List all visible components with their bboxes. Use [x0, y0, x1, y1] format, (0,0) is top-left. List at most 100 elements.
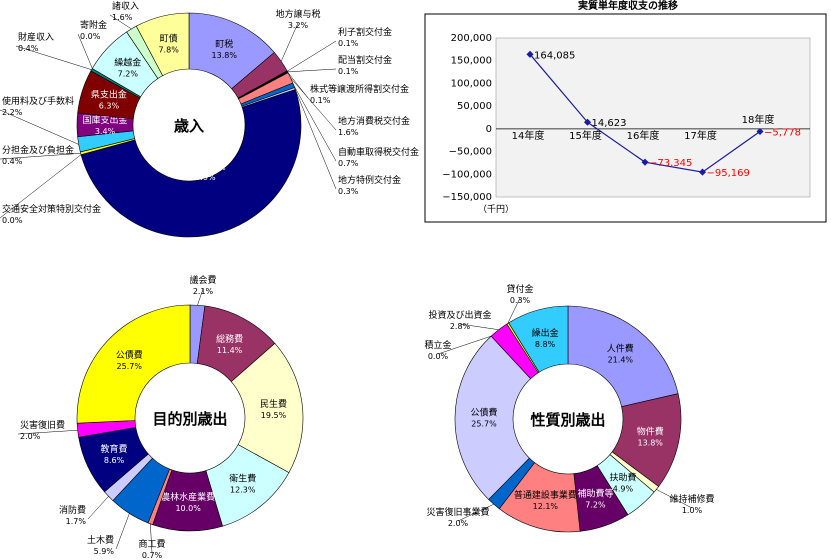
donut-center-title: 歳入	[174, 117, 204, 135]
y-tick-label: −150,000	[442, 192, 492, 203]
slice-value: 2.0%	[20, 432, 41, 441]
slice-value: 0.1%	[338, 39, 359, 48]
slice-label: 交通安全対策特別交付金	[2, 203, 101, 215]
slice-value: 1.7%	[66, 517, 87, 526]
leader-line	[280, 22, 299, 62]
slice-label: 消防費	[59, 504, 86, 516]
y-tick-label: 150,000	[451, 56, 492, 67]
leader-line	[150, 523, 153, 554]
slice-value: 7.2%	[118, 69, 139, 78]
slice-value: 2.8%	[450, 322, 471, 331]
slice-label: 補助費等	[577, 487, 613, 499]
slice-value: 50.9%	[190, 173, 216, 182]
slice-value: 0.0%	[80, 32, 101, 41]
slice-label: 教育費	[101, 443, 128, 455]
data-point	[756, 127, 764, 136]
leader-line	[0, 109, 79, 145]
slice-value: 13.8%	[637, 438, 663, 447]
slice-label: 商工費	[138, 538, 165, 550]
slice-label: 地方譲与税	[275, 8, 320, 20]
line-chart-title: 実質単年度収支の推移	[578, 0, 678, 12]
slice-label: 繰越金	[114, 56, 141, 68]
slice-label: 衛生費	[229, 472, 256, 484]
data-point	[526, 50, 534, 58]
data-label: 14,623	[592, 118, 627, 129]
slice-label: 土木費	[87, 534, 114, 546]
leader-line	[457, 504, 494, 522]
slice-label: 維持補修費	[669, 493, 714, 505]
slice-value: 0.3%	[510, 296, 531, 305]
slice-value: 8.6%	[104, 456, 125, 465]
leader-line	[507, 297, 521, 324]
leader-line	[115, 513, 130, 550]
slice-label: 分担金及び負担金	[2, 144, 74, 156]
leader-line	[437, 335, 492, 355]
slice-value: 3.4%	[95, 127, 116, 136]
slice-label: 地方消費税交付金	[338, 115, 410, 127]
donut-chart-0: 町税13.8%地方譲与税3.2%利子割交付金0.1%配当割交付金0.1%株式等譲…	[0, 0, 419, 238]
donut-center-title: 目的別歳出	[152, 410, 227, 428]
x-category-label: 18年度	[742, 113, 775, 126]
slice-value: 1.6%	[112, 13, 133, 22]
slice-label: 町税	[215, 38, 233, 50]
x-category-label: 17年度	[684, 129, 717, 142]
slice-label: 人件費	[607, 342, 634, 354]
leader-line	[87, 496, 109, 520]
slice-label: 町債	[160, 33, 178, 45]
slice-value: 5.9%	[94, 547, 115, 556]
slice-label: 災害復旧費	[20, 419, 65, 431]
slice-value: 0.1%	[338, 67, 359, 76]
slice-label: 投資及び出資金	[428, 309, 491, 321]
slice-value: 2.1%	[193, 287, 214, 296]
slice-label: 株式等譲渡所得割交付金	[310, 83, 409, 95]
leader-line	[656, 489, 693, 509]
y-tick-label: 200,000	[451, 33, 492, 44]
donut-slice	[80, 89, 302, 238]
y-tick-label: 0	[486, 124, 492, 135]
slice-value: 0.4%	[18, 44, 39, 53]
donut-slice	[230, 342, 304, 474]
leader-line	[0, 154, 82, 219]
slice-label: 災害復旧事業費	[426, 506, 489, 518]
leader-line	[197, 288, 204, 306]
slice-value: 7.2%	[585, 500, 606, 509]
slice-value: 0.4%	[2, 157, 23, 166]
slice-value: 0.0%	[2, 216, 23, 225]
y-tick-label: −100,000	[442, 169, 492, 180]
y-tick-label: 100,000	[451, 78, 492, 89]
slice-value: 3.2%	[288, 21, 309, 30]
slice-value: 11.4%	[217, 346, 243, 355]
slice-label: 地方交付税	[180, 160, 225, 172]
leader-line	[287, 68, 337, 73]
leader-line	[77, 33, 93, 69]
slice-label: 繰出金	[532, 327, 559, 339]
slice-value: 10.0%	[175, 504, 201, 513]
data-label: −73,345	[649, 158, 692, 169]
donut-slice	[567, 305, 679, 408]
slice-value: 25.7%	[471, 420, 497, 429]
slice-value: 19.5%	[261, 411, 287, 420]
leader-line	[109, 14, 132, 30]
leader-line	[0, 153, 81, 160]
slice-label: 普通建設事業費	[514, 489, 577, 501]
slice-label: 扶助費	[609, 472, 636, 484]
data-label: −5,778	[764, 127, 801, 138]
donut-slice	[454, 335, 532, 500]
x-category-label: 16年度	[627, 129, 660, 142]
slice-label: 物件費	[637, 425, 664, 437]
slice-value: 2.0%	[448, 519, 469, 528]
slice-value: 0.7%	[338, 159, 359, 168]
data-label: −95,169	[707, 168, 750, 179]
slice-value: 21.4%	[608, 355, 634, 364]
slice-value: 0.7%	[142, 551, 163, 560]
slice-value: 12.1%	[533, 502, 559, 511]
leader-line	[459, 323, 499, 330]
x-category-label: 15年度	[569, 129, 602, 142]
slice-value: 4.9%	[613, 485, 634, 494]
slice-label: 民生費	[260, 398, 287, 410]
donut-slice	[135, 12, 190, 76]
slice-label: 地方特例交付金	[338, 174, 401, 186]
slice-label: 農林水産業費	[161, 491, 215, 503]
data-point	[583, 118, 592, 126]
